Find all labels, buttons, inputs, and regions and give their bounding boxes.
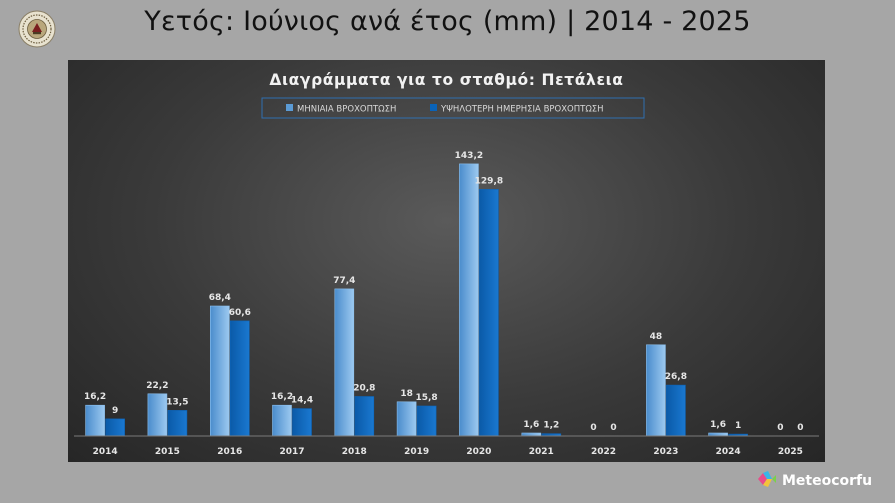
data-label-daily-2016: 60,6 (229, 308, 251, 318)
data-label-monthly-2014: 16,2 (84, 392, 106, 402)
data-label-monthly-2015: 22,2 (146, 381, 168, 391)
x-tick-label-2018: 2018 (342, 447, 367, 457)
bar-daily-2023 (666, 384, 686, 437)
data-label-monthly-2023: 48 (650, 332, 663, 342)
data-label-monthly-2020: 143,2 (455, 151, 483, 161)
chart-panel: Διαγράμματα για το σταθμό: Πετάλεια ΜΗΝΙ… (68, 60, 825, 462)
bar-daily-2015 (167, 410, 188, 437)
x-tick-label-2020: 2020 (466, 447, 491, 457)
x-tick-label-2025: 2025 (778, 447, 803, 457)
data-label-monthly-2021: 1,6 (523, 420, 539, 430)
bar-monthly-2019 (396, 401, 417, 437)
data-label-daily-2015: 13,5 (166, 397, 188, 407)
emblem-seal-icon (18, 10, 56, 48)
data-label-monthly-2017: 16,2 (271, 392, 293, 402)
legend-frame (261, 97, 645, 119)
x-tick-label-2016: 2016 (217, 447, 242, 457)
bar-daily-2016 (230, 320, 250, 437)
x-tick-labels-group: 2014 2015 2016 2017 2018 2019 2020 2021 2022 2023… (93, 447, 803, 457)
bar-daily-2017 (292, 408, 312, 437)
data-label-daily-2020: 129,8 (475, 176, 503, 186)
bar-daily-2020 (479, 189, 499, 437)
bar-monthly-2023 (646, 344, 666, 437)
chart-legend: ΜΗΝΙΑΙΑ ΒΡΟΧΟΠΤΩΣΗ ΥΨΗΛΟΤΕΡΗ ΗΜΕΡΗΣΙΑ ΒΡ… (261, 97, 645, 119)
legend-label-daily: ΥΨΗΛΟΤΕΡΗ ΗΜΕΡΗΣΙΑ ΒΡΟΧΟΠΤΩΣΗ (440, 105, 604, 115)
data-label-daily-2018: 20,8 (353, 384, 375, 394)
bar-monthly-2020 (459, 163, 479, 437)
brand-name: Meteocorfu (782, 473, 873, 489)
bar-daily-2014 (105, 418, 125, 437)
data-label-daily-2025: 0 (797, 423, 803, 433)
data-label-daily-2014: 9 (112, 406, 118, 416)
data-label-monthly-2016: 68,4 (209, 293, 231, 303)
data-label-monthly-2022: 0 (590, 423, 596, 433)
data-label-daily-2019: 15,8 (415, 393, 437, 403)
data-label-daily-2021: 1,2 (543, 421, 559, 431)
bar-daily-2018 (354, 396, 375, 437)
x-tick-label-2015: 2015 (155, 447, 180, 457)
bar-chart: Διαγράμματα για το σταθμό: Πετάλεια ΜΗΝΙ… (74, 71, 819, 457)
data-label-daily-2023: 26,8 (665, 372, 687, 382)
data-label-daily-2022: 0 (610, 423, 616, 433)
legend-swatch-monthly (286, 104, 293, 111)
bar-monthly-2018 (334, 288, 355, 437)
x-tick-label-2023: 2023 (653, 447, 678, 457)
bar-daily-2019 (416, 405, 437, 437)
data-label-monthly-2024: 1,6 (710, 420, 726, 430)
legend-label-monthly: ΜΗΝΙΑΙΑ ΒΡΟΧΟΠΤΩΣΗ (297, 105, 396, 115)
brand-mark: Meteocorfu (756, 470, 872, 492)
data-label-monthly-2025: 0 (777, 423, 783, 433)
x-tick-label-2024: 2024 (716, 447, 741, 457)
chart-title: Διαγράμματα για το σταθμό: Πετάλεια (269, 71, 623, 89)
x-tick-label-2014: 2014 (93, 447, 118, 457)
bars-group (85, 163, 748, 437)
bar-monthly-2014 (85, 404, 105, 437)
page-title: Υετός: Ιούνιος ανά έτος (mm) | 2014 - 20… (144, 6, 751, 37)
bar-monthly-2015 (147, 393, 168, 437)
x-tick-label-2021: 2021 (529, 447, 554, 457)
bar-monthly-2016 (210, 305, 230, 437)
data-label-daily-2024: 1 (735, 421, 741, 431)
colorful-diamond-icon (756, 470, 778, 493)
data-label-monthly-2018: 77,4 (333, 276, 355, 286)
legend-swatch-daily (430, 104, 437, 111)
data-label-daily-2017: 14,4 (291, 396, 313, 406)
x-tick-label-2022: 2022 (591, 447, 616, 457)
x-tick-label-2017: 2017 (279, 447, 304, 457)
bar-monthly-2017 (272, 404, 292, 437)
data-label-monthly-2019: 18 (400, 389, 413, 399)
x-tick-label-2019: 2019 (404, 447, 429, 457)
